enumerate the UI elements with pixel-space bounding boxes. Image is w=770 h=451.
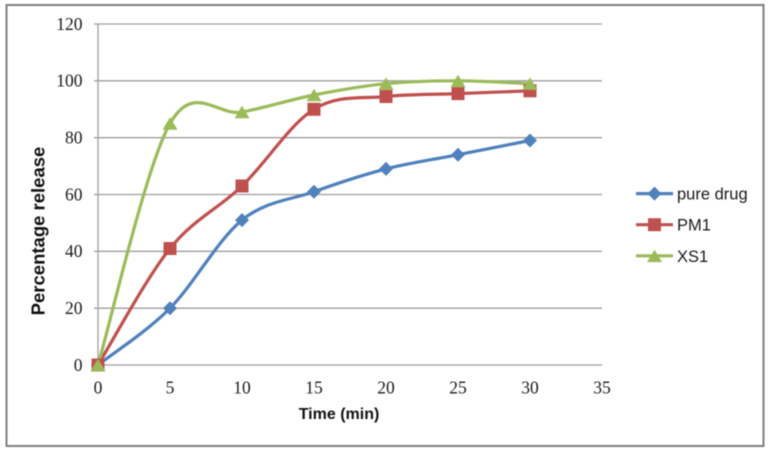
svg-text:5: 5 (166, 378, 175, 398)
svg-text:30: 30 (521, 378, 539, 398)
svg-text:pure drug: pure drug (677, 186, 748, 204)
svg-text:25: 25 (449, 378, 467, 398)
svg-text:20: 20 (65, 298, 83, 318)
svg-text:15: 15 (305, 378, 323, 398)
svg-text:20: 20 (377, 378, 395, 398)
svg-text:80: 80 (65, 128, 83, 148)
svg-text:0: 0 (74, 355, 83, 375)
svg-text:Percentage release: Percentage release (28, 147, 49, 316)
svg-text:Time (min): Time (min) (299, 406, 380, 423)
svg-text:XS1: XS1 (677, 248, 708, 266)
svg-text:40: 40 (65, 241, 83, 261)
svg-text:35: 35 (593, 378, 611, 398)
svg-text:0: 0 (94, 378, 103, 398)
svg-text:120: 120 (56, 14, 83, 34)
svg-text:10: 10 (233, 378, 251, 398)
svg-text:PM1: PM1 (677, 217, 711, 235)
svg-text:100: 100 (56, 71, 83, 91)
svg-text:60: 60 (65, 184, 83, 204)
